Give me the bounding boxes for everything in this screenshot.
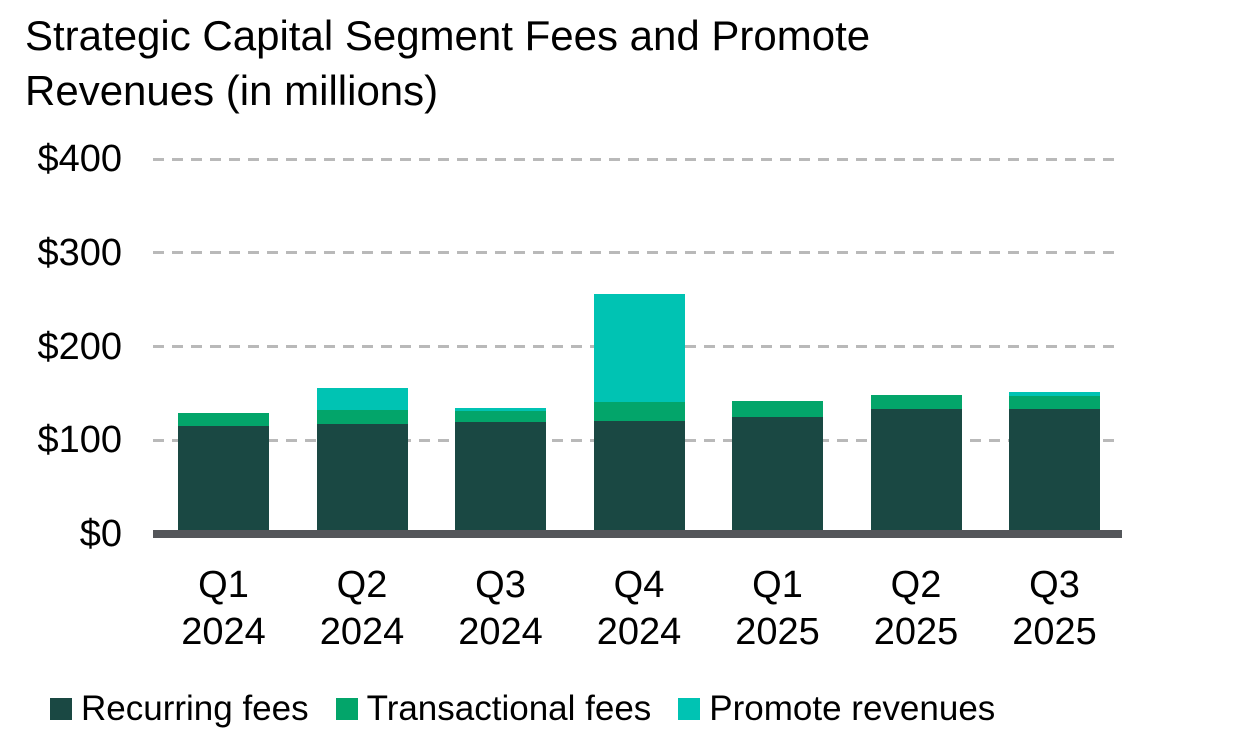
y-tick-label-300: $300 [37, 231, 122, 274]
x-axis-label-line: Q3 [1029, 564, 1080, 606]
legend-label: Recurring fees [81, 689, 309, 728]
legend-label: Transactional fees [366, 689, 652, 728]
legend-item-recurring-fees: Recurring fees [50, 687, 309, 731]
bar-segment-promote-revenues-q2-2024 [316, 387, 408, 411]
chart-title: Strategic Capital Segment Fees and Promo… [25, 8, 870, 118]
x-axis-label-line: Q1 [198, 564, 249, 606]
gridline-300 [153, 251, 1122, 255]
legend-item-promote-revenues: Promote revenues [678, 687, 995, 731]
bar-segment-transactional-fees-q3-2025 [1009, 396, 1100, 410]
gridline-400 [153, 157, 1122, 161]
legend-item-transactional-fees: Transactional fees [335, 687, 652, 731]
x-axis-label-line: 2024 [596, 611, 682, 653]
x-axis-label-q2-2024: Q2 2024 [292, 562, 432, 656]
x-axis-label-line: Q3 [475, 564, 526, 606]
x-axis-label-line: 2024 [458, 611, 543, 653]
x-axis-label-line: 2024 [319, 611, 405, 653]
x-axis-label-line: Q4 [613, 564, 665, 606]
x-axis-label-q4-2024: Q4 2024 [569, 562, 709, 656]
bar-segment-recurring-fees-q2-2024 [316, 424, 408, 534]
bar-segment-recurring-fees-q1-2025 [732, 416, 823, 534]
bar-segment-recurring-fees-q3-2024 [455, 422, 546, 534]
y-tick-label-0: $0 [79, 513, 122, 555]
bar-segment-promote-revenues-q3-2024 [455, 407, 546, 412]
bar-segment-recurring-fees-q2-2025 [870, 409, 962, 534]
x-axis-label-line: Q2 [890, 564, 942, 606]
x-axis-label-q1-2025: Q1 2025 [708, 562, 848, 656]
bar-segment-transactional-fees-q2-2024 [316, 410, 408, 425]
x-axis-label-q2-2025: Q2 2025 [846, 562, 986, 656]
bar-segment-transactional-fees-q1-2025 [732, 400, 823, 417]
bar-segment-transactional-fees-q1-2024 [178, 413, 269, 427]
y-tick-label-200: $200 [37, 325, 122, 368]
chart-title-line1: Strategic Capital Segment Fees and Promo… [25, 12, 871, 59]
bar-segment-transactional-fees-q2-2025 [870, 395, 962, 410]
x-axis-label-line: 2025 [735, 611, 820, 653]
legend-swatch-recurring-fees [50, 698, 72, 720]
chart-title-line2: Revenues (in millions) [25, 67, 439, 114]
y-tick-label-400: $400 [37, 138, 122, 181]
x-axis-label-q3-2024: Q3 2024 [431, 562, 571, 656]
x-axis-line [153, 530, 1122, 538]
x-axis-label-q1-2024: Q1 2024 [154, 562, 294, 656]
x-axis-label-line: 2025 [873, 611, 959, 653]
bar-segment-transactional-fees-q4-2024 [593, 401, 685, 421]
x-axis-label-line: Q2 [336, 564, 388, 606]
x-axis-label-q3-2025: Q3 2025 [985, 562, 1125, 656]
legend-label: Promote revenues [709, 689, 996, 728]
x-axis-label-line: 2024 [181, 611, 266, 653]
legend-swatch-promote-revenues [678, 698, 701, 720]
y-tick-label-100: $100 [37, 419, 122, 462]
x-axis-label-line: 2025 [1012, 611, 1097, 653]
x-axis-label-line: Q1 [752, 564, 803, 606]
bar-segment-recurring-fees-q1-2024 [178, 426, 269, 534]
bar-segment-recurring-fees-q4-2024 [593, 420, 685, 534]
bar-segment-recurring-fees-q3-2025 [1009, 409, 1100, 534]
bar-segment-promote-revenues-q4-2024 [593, 294, 685, 402]
bar-segment-promote-revenues-q3-2025 [1009, 391, 1100, 397]
bar-segment-transactional-fees-q3-2024 [455, 411, 546, 423]
chart-legend: Recurring fees Transactional fees Promote … [50, 687, 995, 731]
legend-swatch-transactional-fees [335, 698, 358, 720]
